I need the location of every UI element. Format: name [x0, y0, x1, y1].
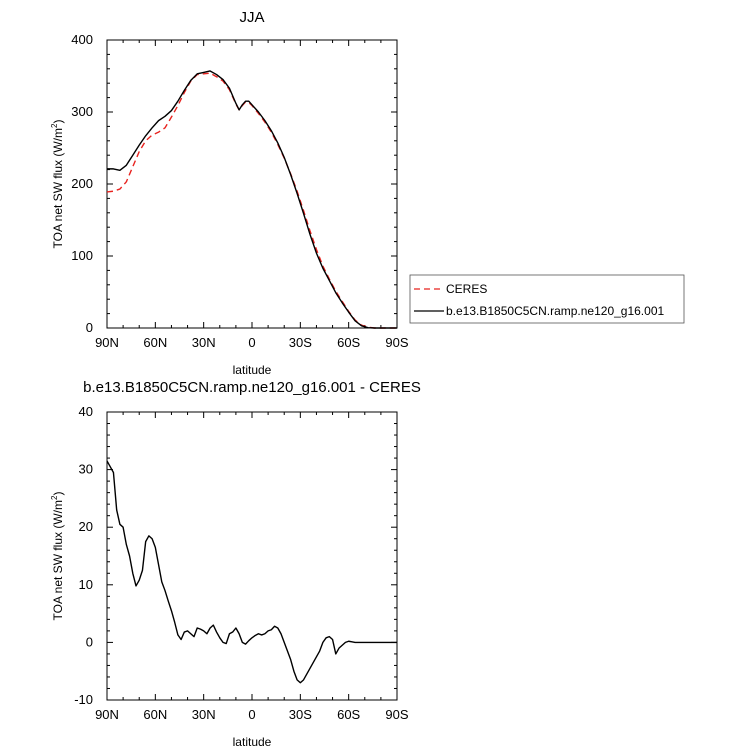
top-axis-ticks	[106, 39, 398, 329]
x-tick-label: 90N	[95, 335, 119, 350]
top-y-axis-label-main: TOA net SW flux (W/m	[51, 128, 65, 248]
x-tick-label: 60N	[143, 707, 167, 722]
y-tick-label: 200	[71, 176, 93, 191]
y-tick-label: 20	[79, 519, 93, 534]
x-tick-label: 60N	[143, 335, 167, 350]
x-tick-label: 0	[248, 707, 255, 722]
y-tick-label: 0	[86, 320, 93, 335]
series-line-difference	[106, 460, 397, 684]
legend-box	[409, 274, 685, 324]
x-tick-label: 30N	[192, 335, 216, 350]
x-tick-label: 30N	[192, 707, 216, 722]
bottom-panel: b.e13.B1850C5CN.ramp.ne120_g16.001 - CER…	[50, 379, 421, 749]
y-tick-label: -10	[74, 692, 93, 707]
top-plot-frame	[106, 39, 398, 329]
bottom-tick-labels: 90N 60N 30N 0 30S 60S 90S -10 0 10 20 30 40	[74, 404, 409, 722]
y-tick-label: 300	[71, 104, 93, 119]
top-series	[106, 70, 397, 329]
y-tick-label: 40	[79, 404, 93, 419]
y-tick-label: 30	[79, 462, 93, 477]
bottom-y-axis-label-sup: 2	[50, 495, 59, 500]
top-y-axis-label-sup: 2	[50, 123, 59, 128]
x-tick-label: 90S	[385, 707, 408, 722]
bottom-plot-frame	[106, 411, 398, 701]
x-tick-label: 90S	[385, 335, 408, 350]
x-tick-label: 30S	[289, 707, 312, 722]
x-tick-label: 30S	[289, 335, 312, 350]
y-tick-label: 100	[71, 248, 93, 263]
y-tick-label: 0	[86, 634, 93, 649]
x-tick-label: 60S	[337, 335, 360, 350]
series-line-ceres	[106, 72, 397, 329]
bottom-y-axis-label: TOA net SW flux (W/m2)	[50, 492, 65, 621]
bottom-y-axis-label-tail: )	[51, 492, 65, 496]
top-y-axis-label: TOA net SW flux (W/m2)	[50, 120, 65, 249]
bottom-series	[106, 460, 397, 684]
top-tick-labels: 90N 60N 30N 0 30S 60S 90S 0 100 200 300 400	[71, 32, 409, 350]
top-y-axis-label-tail: )	[51, 120, 65, 124]
legend-label-model: b.e13.B1850C5CN.ramp.ne120_g16.001	[446, 304, 664, 318]
legend-label-ceres: CERES	[446, 282, 487, 296]
bottom-chart-title: b.e13.B1850C5CN.ramp.ne120_g16.001 - CER…	[83, 379, 421, 396]
bottom-axis-ticks	[106, 411, 398, 701]
x-tick-label: 60S	[337, 707, 360, 722]
y-tick-label: 10	[79, 577, 93, 592]
y-tick-label: 400	[71, 32, 93, 47]
top-legend: CERES b.e13.B1850C5CN.ramp.ne120_g16.001	[409, 274, 685, 324]
series-line-b-e13-b1850c5cn-ramp-ne120-g16-001	[107, 70, 397, 329]
x-tick-label: 0	[248, 335, 255, 350]
top-chart-title: JJA	[239, 9, 264, 26]
top-x-axis-label: latitude	[233, 363, 272, 377]
bottom-x-axis-label: latitude	[233, 735, 272, 749]
bottom-y-axis-label-main: TOA net SW flux (W/m	[51, 500, 65, 620]
top-panel: JJA 90N 60N 30N 0 30S 60S 90S 0 100 200 300 400 lat…	[50, 9, 685, 377]
x-tick-label: 90N	[95, 707, 119, 722]
